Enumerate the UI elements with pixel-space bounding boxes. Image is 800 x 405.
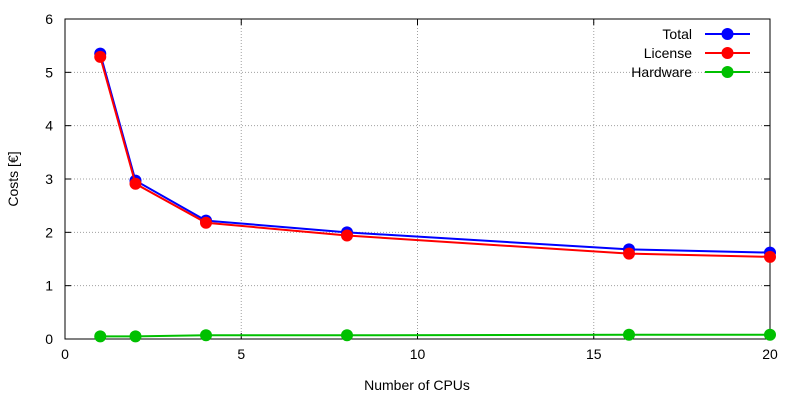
x-tick-label: 5: [237, 346, 245, 362]
data-point-license: [764, 250, 776, 263]
legend-entry-total: Total: [662, 26, 750, 42]
data-point-hardware: [94, 330, 107, 343]
y-tick-label: 6: [45, 11, 53, 27]
x-tick-label: 10: [410, 346, 426, 362]
data-point-hardware: [129, 330, 142, 343]
data-point-hardware: [200, 329, 212, 342]
legend: Total License Hardware: [631, 26, 750, 80]
x-tick-label: 0: [61, 346, 69, 362]
axes-layer: 0 5 10 15 20 0 1 2 3 4 5 6: [45, 11, 778, 362]
y-tick-label: 1: [45, 278, 53, 294]
data-point-license: [129, 177, 142, 190]
data-point-hardware: [764, 328, 776, 341]
legend-marker-license: [721, 47, 734, 59]
y-tick-label: 2: [45, 224, 53, 240]
y-tick-label: 3: [45, 171, 53, 187]
y-axis-label: Costs [€]: [5, 151, 21, 206]
legend-label-total: Total: [662, 26, 692, 42]
data-point-license: [200, 216, 212, 229]
data-point-license: [94, 50, 107, 63]
legend-marker-hardware: [721, 66, 734, 78]
legend-marker-total: [721, 28, 734, 40]
grid-layer: [65, 19, 770, 339]
y-tick-label: 5: [45, 64, 53, 80]
data-point-hardware: [341, 329, 353, 342]
x-axis-label: Number of CPUs: [364, 377, 470, 393]
legend-entry-hardware: Hardware: [631, 64, 750, 80]
data-point-license: [341, 229, 353, 242]
series-license: [94, 50, 776, 263]
x-tick-label: 15: [586, 346, 602, 362]
series-line-license: [99, 56, 771, 258]
y-tick-label: 0: [45, 331, 53, 347]
x-tick-label: 20: [762, 346, 778, 362]
data-point-license: [623, 247, 635, 260]
legend-label-hardware: Hardware: [631, 64, 692, 80]
series-layer: [94, 47, 776, 343]
data-point-hardware: [623, 328, 635, 341]
legend-label-license: License: [644, 45, 692, 61]
y-tick-label: 4: [45, 118, 53, 134]
series-hardware: [94, 328, 776, 343]
legend-entry-license: License: [644, 45, 750, 61]
